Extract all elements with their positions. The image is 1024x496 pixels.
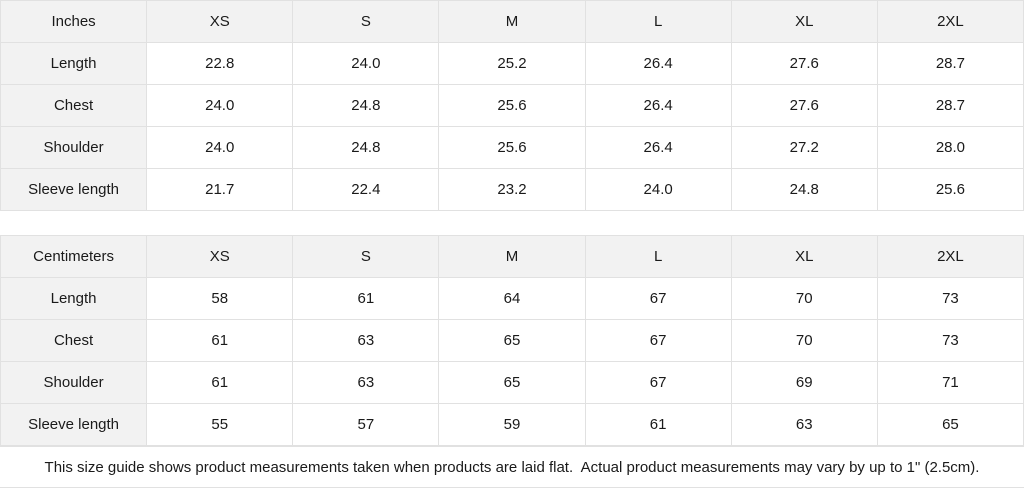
table-row: Shoulder 61 63 65 67 69 71	[0, 361, 1024, 404]
row-label: Sleeve length	[0, 403, 148, 446]
size-header-cell: XS	[146, 235, 294, 278]
measurement-cell: 64	[438, 277, 586, 320]
table-row: Sleeve length 21.7 22.4 23.2 24.0 24.8 2…	[0, 168, 1024, 211]
measurement-cell: 26.4	[584, 42, 732, 85]
measurement-cell: 23.2	[438, 168, 586, 211]
table-row: Shoulder 24.0 24.8 25.6 26.4 27.2 28.0	[0, 126, 1024, 169]
measurement-cell: 25.6	[876, 168, 1024, 211]
measurement-cell: 71	[876, 361, 1024, 404]
measurement-cell: 24.0	[146, 126, 294, 169]
size-guide-table-inches: Inches XS S M L XL 2XL Length 22.8 24.0 …	[0, 0, 1024, 211]
measurement-cell: 22.4	[292, 168, 440, 211]
size-header-cell: XL	[730, 0, 878, 43]
measurement-cell: 24.0	[584, 168, 732, 211]
measurement-cell: 61	[146, 361, 294, 404]
size-guide-table-centimeters: Centimeters XS S M L XL 2XL Length 58 61…	[0, 235, 1024, 446]
measurement-cell: 24.8	[292, 84, 440, 127]
measurement-cell: 67	[584, 277, 732, 320]
measurement-cell: 61	[292, 277, 440, 320]
measurement-cell: 22.8	[146, 42, 294, 85]
measurement-cell: 63	[730, 403, 878, 446]
measurement-cell: 27.6	[730, 84, 878, 127]
table-row: Chest 24.0 24.8 25.6 26.4 27.6 28.7	[0, 84, 1024, 127]
measurement-cell: 70	[730, 319, 878, 362]
measurement-cell: 67	[584, 361, 732, 404]
measurement-cell: 67	[584, 319, 732, 362]
measurement-cell: 65	[438, 361, 586, 404]
row-label: Length	[0, 42, 148, 85]
measurement-cell: 27.2	[730, 126, 878, 169]
measurement-cell: 73	[876, 277, 1024, 320]
measurement-cell: 24.8	[292, 126, 440, 169]
measurement-cell: 24.0	[146, 84, 294, 127]
row-label: Sleeve length	[0, 168, 148, 211]
size-header-cell: L	[584, 235, 732, 278]
measurement-cell: 28.7	[876, 84, 1024, 127]
measurement-cell: 65	[438, 319, 586, 362]
measurement-cell: 28.7	[876, 42, 1024, 85]
measurement-cell: 58	[146, 277, 294, 320]
measurement-cell: 26.4	[584, 84, 732, 127]
measurement-cell: 55	[146, 403, 294, 446]
table-row: Length 58 61 64 67 70 73	[0, 277, 1024, 320]
table-row: Chest 61 63 65 67 70 73	[0, 319, 1024, 362]
measurement-cell: 57	[292, 403, 440, 446]
size-header-cell: S	[292, 235, 440, 278]
measurement-cell: 24.0	[292, 42, 440, 85]
size-header-cell: 2XL	[876, 235, 1024, 278]
row-label: Shoulder	[0, 126, 148, 169]
measurement-cell: 28.0	[876, 126, 1024, 169]
measurement-cell: 65	[876, 403, 1024, 446]
size-guide-footer-note: This size guide shows product measuremen…	[0, 446, 1024, 488]
row-label: Chest	[0, 319, 148, 362]
table-row: Sleeve length 55 57 59 61 63 65	[0, 403, 1024, 446]
measurement-cell: 27.6	[730, 42, 878, 85]
measurement-cell: 69	[730, 361, 878, 404]
row-label: Chest	[0, 84, 148, 127]
measurement-cell: 61	[584, 403, 732, 446]
size-header-cell: M	[438, 0, 586, 43]
size-header-cell: XS	[146, 0, 294, 43]
measurement-cell: 25.6	[438, 126, 586, 169]
size-header-cell: L	[584, 0, 732, 43]
measurement-cell: 25.2	[438, 42, 586, 85]
measurement-cell: 70	[730, 277, 878, 320]
measurement-cell: 63	[292, 361, 440, 404]
table-header-row: Inches XS S M L XL 2XL	[0, 0, 1024, 43]
measurement-cell: 59	[438, 403, 586, 446]
table-gap	[0, 211, 1024, 235]
table-row: Length 22.8 24.0 25.2 26.4 27.6 28.7	[0, 42, 1024, 85]
size-header-cell: XL	[730, 235, 878, 278]
measurement-cell: 26.4	[584, 126, 732, 169]
table-header-row: Centimeters XS S M L XL 2XL	[0, 235, 1024, 278]
measurement-cell: 25.6	[438, 84, 586, 127]
measurement-cell: 24.8	[730, 168, 878, 211]
row-label: Shoulder	[0, 361, 148, 404]
unit-header-cell: Inches	[0, 0, 148, 43]
measurement-cell: 63	[292, 319, 440, 362]
measurement-cell: 73	[876, 319, 1024, 362]
unit-header-cell: Centimeters	[0, 235, 148, 278]
measurement-cell: 21.7	[146, 168, 294, 211]
size-header-cell: 2XL	[876, 0, 1024, 43]
measurement-cell: 61	[146, 319, 294, 362]
size-header-cell: S	[292, 0, 440, 43]
row-label: Length	[0, 277, 148, 320]
size-header-cell: M	[438, 235, 586, 278]
